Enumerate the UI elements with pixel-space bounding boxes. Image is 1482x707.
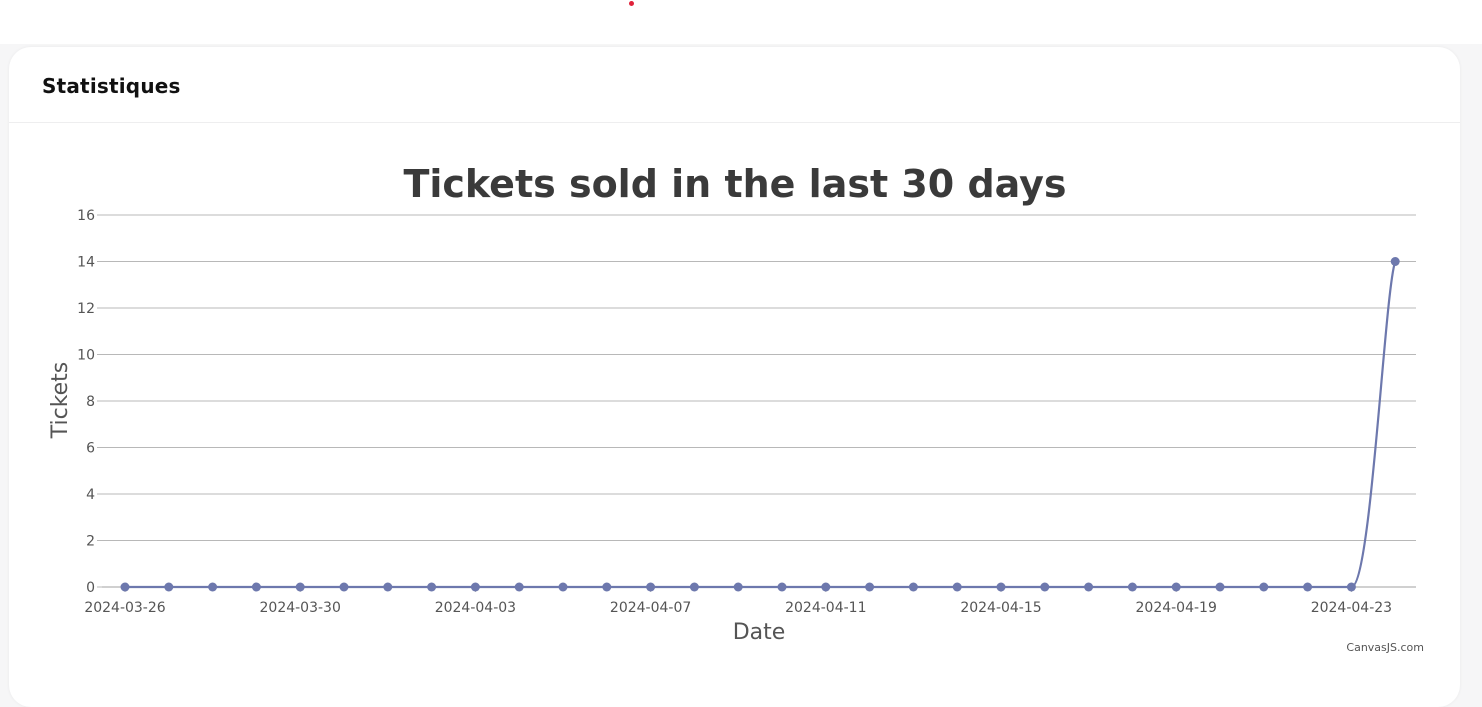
data-point-2024-04-06[interactable]: [602, 582, 612, 592]
x-tick-label: 2024-03-26: [84, 600, 165, 616]
data-point-2024-04-03[interactable]: [470, 582, 480, 592]
x-tick-label: 2024-03-30: [260, 600, 341, 616]
data-point-2024-04-19[interactable]: [1171, 582, 1181, 592]
data-point-2024-04-01[interactable]: [383, 582, 393, 592]
data-point-2024-04-15[interactable]: [996, 582, 1006, 592]
series-points: [120, 257, 1400, 592]
data-point-2024-04-20[interactable]: [1215, 582, 1225, 592]
notification-dot: [629, 1, 634, 6]
x-tick-label: 2024-04-15: [960, 600, 1041, 616]
x-tick-label: 2024-04-07: [610, 600, 691, 616]
y-tick-label: 0: [86, 580, 95, 596]
y-tick-label: 12: [77, 301, 95, 317]
data-point-2024-03-31[interactable]: [339, 582, 349, 592]
y-tick-label: 4: [86, 487, 95, 503]
data-point-2024-04-21[interactable]: [1259, 582, 1269, 592]
data-point-2024-04-05[interactable]: [558, 582, 568, 592]
canvasjs-credit[interactable]: CanvasJS.com: [1346, 641, 1424, 654]
y-tick-label: 16: [77, 208, 95, 224]
card-header: Statistiques: [9, 47, 1460, 123]
data-point-2024-04-16[interactable]: [1040, 582, 1050, 592]
data-point-2024-04-18[interactable]: [1127, 582, 1137, 592]
data-point-2024-04-04[interactable]: [514, 582, 524, 592]
y-tick-label: 6: [86, 441, 95, 457]
x-tick-label: 2024-04-11: [785, 600, 866, 616]
data-point-2024-03-28[interactable]: [208, 582, 218, 592]
x-tick-label: 2024-04-23: [1311, 600, 1392, 616]
tickets-line-chart: Tickets sold in the last 30 days 0 2 4 6 8 10…: [48, 162, 1424, 654]
x-axis-label: Date: [733, 620, 786, 645]
data-point-2024-04-10[interactable]: [777, 582, 787, 592]
chart-title: Tickets sold in the last 30 days: [403, 162, 1066, 206]
chart-gridlines: [102, 214, 1416, 541]
top-bar: [0, 0, 1482, 44]
data-point-2024-04-13[interactable]: [908, 582, 918, 592]
data-point-2024-04-14[interactable]: [952, 582, 962, 592]
data-point-2024-03-29[interactable]: [251, 582, 261, 592]
data-point-2024-04-17[interactable]: [1084, 582, 1094, 592]
statistics-card: Statistiques: [9, 47, 1460, 707]
x-axis-ticks: 2024-03-26 2024-03-30 2024-04-03 2024-04-07…: [84, 587, 1392, 616]
data-point-2024-04-11[interactable]: [821, 582, 831, 592]
data-point-2024-03-30[interactable]: [295, 582, 305, 592]
data-point-2024-04-07[interactable]: [646, 582, 656, 592]
series-line: [125, 261, 1397, 589]
data-point-2024-04-02[interactable]: [427, 582, 437, 592]
data-point-2024-03-27[interactable]: [164, 582, 174, 592]
data-point-2024-04-23[interactable]: [1346, 582, 1356, 592]
x-tick-label: 2024-04-19: [1136, 600, 1217, 616]
data-point-2024-03-26[interactable]: [120, 582, 130, 592]
y-tick-label: 2: [86, 534, 95, 550]
data-point-2024-04-22[interactable]: [1303, 582, 1313, 592]
card-title: Statistiques: [42, 74, 181, 98]
y-tick-label: 10: [77, 348, 95, 364]
data-point-2024-04-24[interactable]: [1390, 257, 1400, 266]
y-axis-ticks: 0 2 4 6 8 10 12 14 16: [77, 208, 102, 596]
y-tick-label: 8: [86, 394, 95, 410]
data-point-2024-04-12[interactable]: [865, 582, 875, 592]
data-point-2024-04-09[interactable]: [733, 582, 743, 592]
x-tick-label: 2024-04-03: [435, 600, 516, 616]
y-axis-label: Tickets: [48, 362, 73, 440]
y-tick-label: 14: [77, 255, 95, 271]
data-point-2024-04-08[interactable]: [689, 582, 699, 592]
